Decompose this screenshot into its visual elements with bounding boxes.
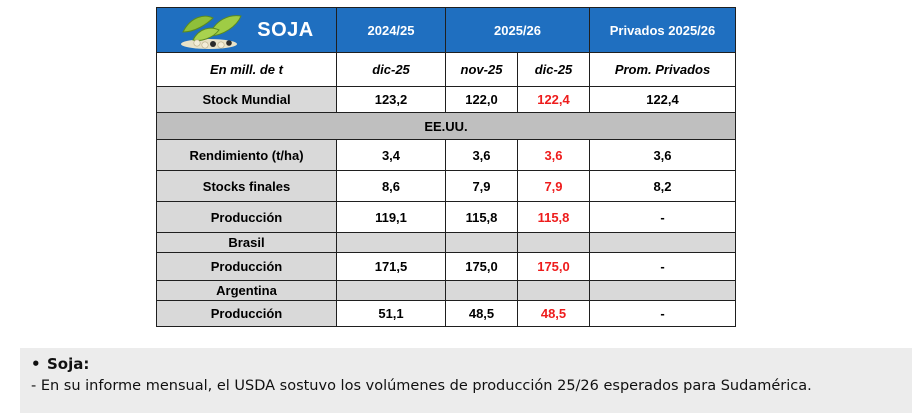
table-cell: 171,5 (336, 252, 446, 281)
brand-title: SOJA (257, 18, 314, 41)
table-cell: 122,0 (445, 86, 518, 113)
header-privados: Privados 2025/26 (589, 7, 736, 53)
row-label: Producción (156, 252, 337, 281)
table-cell: 175,0 (445, 252, 518, 281)
table-cell: 123,2 (336, 86, 446, 113)
table-cell: - (589, 300, 736, 327)
subheader-cell: Prom. Privados (589, 52, 736, 87)
table-row: Producción 171,5 175,0 175,0 - (156, 252, 736, 281)
table-cell: 119,1 (336, 201, 446, 233)
soybean-pods-icon (181, 15, 242, 49)
table-cell: 115,8 (445, 201, 518, 233)
bullet-title: Soja: (47, 355, 90, 373)
table-cell: 122,4 (589, 86, 736, 113)
bullet-heading: • Soja: (31, 355, 912, 373)
subheader-cell: nov-25 (445, 52, 518, 87)
header-2025-26: 2025/26 (445, 7, 590, 53)
country-row: Brasil (156, 232, 736, 253)
country-label: Argentina (156, 280, 337, 301)
soy-balance-table: SOJA 2024/25 2025/26 Privados 2025/26 En… (156, 7, 736, 327)
table-cell: 8,6 (336, 170, 446, 202)
row-label: Producción (156, 201, 337, 233)
table-cell: 7,9 (517, 170, 590, 202)
row-label: Stocks finales (156, 170, 337, 202)
table-cell: - (589, 201, 736, 233)
table-cell: 48,5 (517, 300, 590, 327)
subheader-cell: dic-25 (336, 52, 446, 87)
table-cell: 122,4 (517, 86, 590, 113)
table-cell: 175,0 (517, 252, 590, 281)
table-cell: 7,9 (445, 170, 518, 202)
table-cell: 48,5 (445, 300, 518, 327)
section-title: EE.UU. (156, 112, 736, 140)
notes-panel: • Soja: - En su informe mensual, el USDA … (20, 348, 912, 413)
table-cell: 3,6 (445, 139, 518, 171)
table-cell: 3,4 (336, 139, 446, 171)
table-cell: 115,8 (517, 201, 590, 233)
table-cell: - (589, 252, 736, 281)
notes-text: - En su informe mensual, el USDA sostuvo… (31, 378, 812, 394)
row-label: Producción (156, 300, 337, 327)
country-label: Brasil (156, 232, 337, 253)
table-cell: 51,1 (336, 300, 446, 327)
header-2024-25: 2024/25 (336, 7, 446, 53)
header-row: SOJA 2024/25 2025/26 Privados 2025/26 (156, 7, 736, 53)
subheader-cell: dic-25 (517, 52, 590, 87)
table-cell: 3,6 (517, 139, 590, 171)
row-label: Stock Mundial (156, 86, 337, 113)
bullet-dot: • (31, 355, 41, 373)
table-row: Producción 119,1 115,8 115,8 - (156, 201, 736, 233)
section-band: EE.UU. (156, 112, 736, 140)
table-cell: 3,6 (589, 139, 736, 171)
table-row: Producción 51,1 48,5 48,5 - (156, 300, 736, 327)
table-row: Stock Mundial 123,2 122,0 122,4 122,4 (156, 86, 736, 113)
table-row: Stocks finales 8,6 7,9 7,9 8,2 (156, 170, 736, 202)
row-label: Rendimiento (t/ha) (156, 139, 337, 171)
country-row: Argentina (156, 280, 736, 301)
units-label: En mill. de t (156, 52, 337, 87)
subheader-row: En mill. de t dic-25 nov-25 dic-25 Prom.… (156, 52, 736, 87)
table-cell: 8,2 (589, 170, 736, 202)
brand-cell: SOJA (156, 7, 337, 53)
table-row: Rendimiento (t/ha) 3,4 3,6 3,6 3,6 (156, 139, 736, 171)
